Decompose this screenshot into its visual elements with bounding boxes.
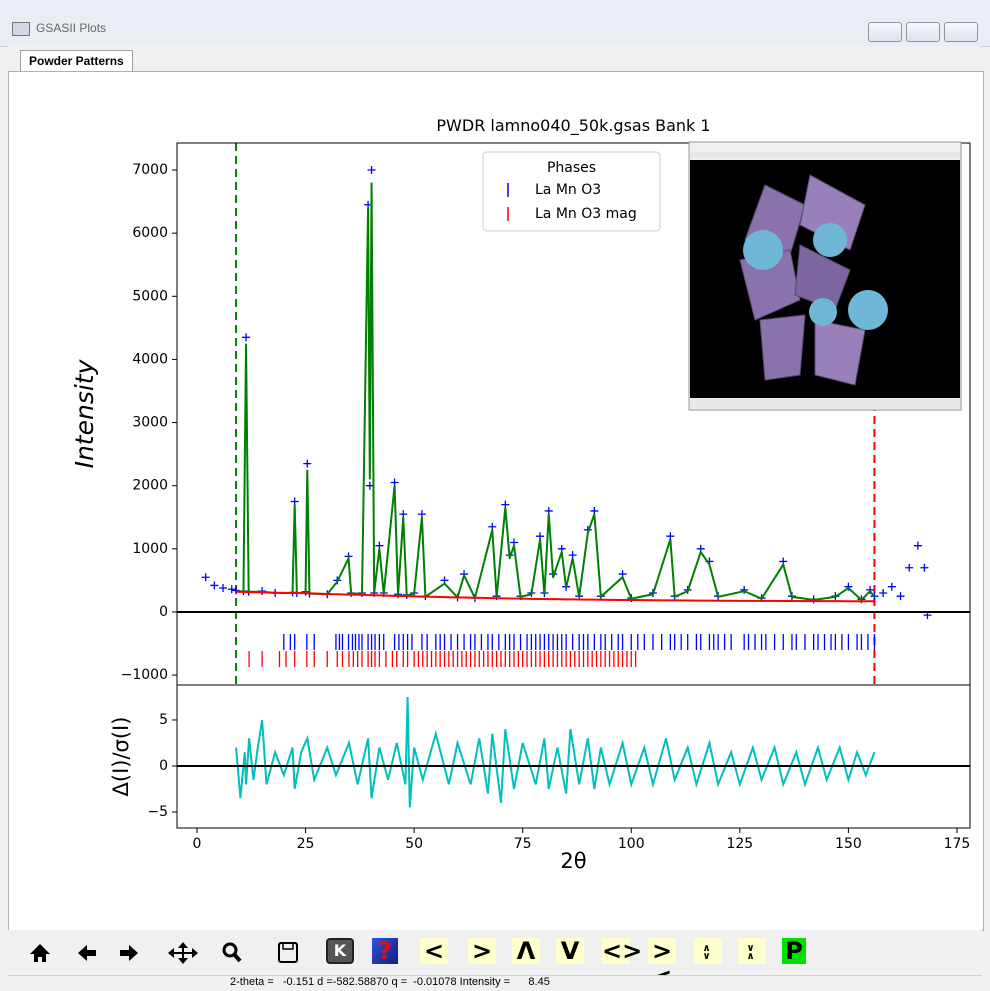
observed-point xyxy=(418,510,426,518)
observed-point xyxy=(501,501,509,509)
atom xyxy=(809,298,837,326)
gsas-plot-window: GSASII Plots Powder Patterns PWDR lamno0… xyxy=(0,0,990,989)
observed-point xyxy=(914,542,922,550)
observed-point xyxy=(291,497,299,505)
toolbar-button[interactable]: >< xyxy=(648,938,676,964)
inset-status xyxy=(690,399,960,409)
toolbar-button[interactable]: < xyxy=(420,938,448,964)
observed-point xyxy=(590,507,598,515)
y-tick-label: 5000 xyxy=(132,288,168,304)
y-tick-label: 7000 xyxy=(132,162,168,178)
toolbar-button[interactable]: Λ xyxy=(512,938,540,964)
observed-point xyxy=(375,542,383,550)
observed-point xyxy=(242,333,250,341)
observed-point xyxy=(666,532,674,540)
toolbar-button[interactable]: P xyxy=(782,938,806,964)
observed-point xyxy=(920,564,928,572)
observed-point xyxy=(510,539,518,547)
toolbar-button[interactable]: > xyxy=(468,938,496,964)
observed-point xyxy=(536,532,544,540)
x-tick-label: 0 xyxy=(193,836,202,852)
observed-point xyxy=(202,573,210,581)
save-icon[interactable] xyxy=(279,943,297,962)
chart: PWDR lamno040_50k.gsas Bank 1 Intensity −1… xyxy=(0,0,990,989)
x-tick-label: 50 xyxy=(405,836,423,852)
x-tick-label: 100 xyxy=(618,836,645,852)
chart-title: PWDR lamno040_50k.gsas Bank 1 xyxy=(436,116,710,136)
status-text: 2-theta = -0.151 d =-582.58870 q = -0.01… xyxy=(230,976,550,988)
observed-point xyxy=(569,551,577,559)
series-line xyxy=(236,697,874,807)
observed-point xyxy=(232,586,240,594)
y-tick-label: 4000 xyxy=(132,351,168,367)
legend-label: La Mn O3 xyxy=(535,182,601,198)
nav-icons xyxy=(8,930,308,974)
zoom-handle xyxy=(234,954,240,961)
axes-frame xyxy=(177,685,970,828)
toolbar-button[interactable]: ? xyxy=(372,938,398,964)
toolbar: K?<>ΛV<>><∧∨∨∧P xyxy=(8,930,982,974)
x-tick-label: 125 xyxy=(726,836,753,852)
legend-title: Phases xyxy=(547,160,596,176)
observed-point xyxy=(399,510,407,518)
observed-point xyxy=(905,564,913,572)
observed-point xyxy=(303,460,311,468)
y-tick-label: 2000 xyxy=(132,478,168,494)
series-line xyxy=(236,592,874,601)
toolbar-button[interactable]: K xyxy=(326,938,354,964)
toolbar-button[interactable]: <> xyxy=(602,938,630,964)
atom xyxy=(848,290,888,330)
observed-point xyxy=(391,479,399,487)
x-tick-label: 75 xyxy=(514,836,532,852)
y-tick-label: 5 xyxy=(159,712,168,728)
y-tick-label: 3000 xyxy=(132,415,168,431)
y-tick-label: 1000 xyxy=(132,541,168,557)
y-axis-label: Intensity xyxy=(70,358,99,468)
y-tick-label: 6000 xyxy=(132,225,168,241)
observed-point xyxy=(897,592,905,600)
y-tick-label: 0 xyxy=(159,758,168,774)
observed-point xyxy=(210,581,218,589)
observed-point xyxy=(488,523,496,531)
atom xyxy=(743,230,783,270)
observed-point xyxy=(888,583,896,591)
back-icon[interactable] xyxy=(78,945,96,961)
pan-icon[interactable] xyxy=(168,942,198,964)
y-tick-label: −5 xyxy=(147,804,168,820)
x-tick-label: 25 xyxy=(297,836,315,852)
toolbar-button[interactable]: ∧∨ xyxy=(694,938,722,964)
toolbar-button[interactable]: V xyxy=(556,938,584,964)
observed-point xyxy=(558,545,566,553)
toolbar-button[interactable]: ∨∧ xyxy=(738,938,766,964)
observed-point xyxy=(879,589,887,597)
observed-point xyxy=(545,507,553,515)
forward-icon[interactable] xyxy=(120,945,138,961)
x-tick-label: 175 xyxy=(944,836,971,852)
home-icon[interactable] xyxy=(30,944,50,962)
y-tick-label: −1000 xyxy=(121,667,168,683)
x-tick-label: 150 xyxy=(835,836,862,852)
x-axis-label: 2θ xyxy=(560,849,586,873)
observed-point xyxy=(228,585,236,593)
observed-point xyxy=(219,584,227,592)
octahedron xyxy=(760,315,805,380)
y-tick-label: 0 xyxy=(159,604,168,620)
inset-tabs xyxy=(690,152,960,158)
atom xyxy=(813,223,847,257)
legend-label: La Mn O3 mag xyxy=(535,206,637,222)
y-axis-label: Δ(I)/σ(I) xyxy=(109,717,133,797)
observed-point xyxy=(368,166,376,174)
structure-inset xyxy=(689,142,961,410)
